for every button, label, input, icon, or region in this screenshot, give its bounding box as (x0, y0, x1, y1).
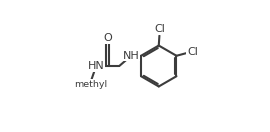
Text: HN: HN (88, 61, 104, 71)
Text: Cl: Cl (187, 48, 198, 57)
Text: O: O (103, 33, 112, 43)
Text: methyl: methyl (74, 80, 107, 89)
Text: NH: NH (123, 51, 140, 61)
Text: Cl: Cl (154, 24, 165, 34)
